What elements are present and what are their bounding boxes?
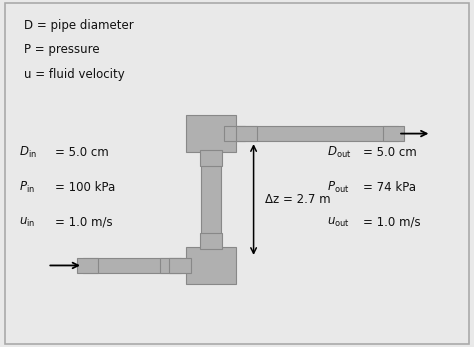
Text: = 5.0 cm: = 5.0 cm xyxy=(55,146,108,159)
Bar xyxy=(77,257,99,273)
Bar xyxy=(383,126,404,142)
Bar xyxy=(220,126,398,141)
Bar xyxy=(186,115,236,152)
Text: $P_{\mathrm{in}}$: $P_{\mathrm{in}}$ xyxy=(19,180,35,195)
Text: Δz = 2.7 m: Δz = 2.7 m xyxy=(265,193,331,206)
Text: D = pipe diameter: D = pipe diameter xyxy=(24,19,134,32)
Bar xyxy=(236,126,257,142)
Bar xyxy=(201,134,221,265)
Text: $u_{\mathrm{out}}$: $u_{\mathrm{out}}$ xyxy=(327,215,350,229)
Bar xyxy=(224,126,245,142)
Bar xyxy=(169,257,191,273)
Bar xyxy=(186,247,236,284)
Bar xyxy=(200,234,221,249)
Text: $D_{\mathrm{in}}$: $D_{\mathrm{in}}$ xyxy=(19,145,37,160)
Text: $D_{\mathrm{out}}$: $D_{\mathrm{out}}$ xyxy=(327,145,351,160)
Text: u = fluid velocity: u = fluid velocity xyxy=(24,68,125,81)
Text: = 5.0 cm: = 5.0 cm xyxy=(363,146,416,159)
Text: = 1.0 m/s: = 1.0 m/s xyxy=(363,215,420,229)
Bar xyxy=(200,150,221,166)
Text: = 1.0 m/s: = 1.0 m/s xyxy=(55,215,112,229)
Text: $P_{\mathrm{out}}$: $P_{\mathrm{out}}$ xyxy=(327,180,349,195)
Bar xyxy=(160,257,181,273)
Text: $u_{\mathrm{in}}$: $u_{\mathrm{in}}$ xyxy=(19,215,35,229)
Bar xyxy=(83,258,197,273)
Text: = 100 kPa: = 100 kPa xyxy=(55,181,115,194)
Text: P = pressure: P = pressure xyxy=(24,43,100,56)
Text: = 74 kPa: = 74 kPa xyxy=(363,181,416,194)
